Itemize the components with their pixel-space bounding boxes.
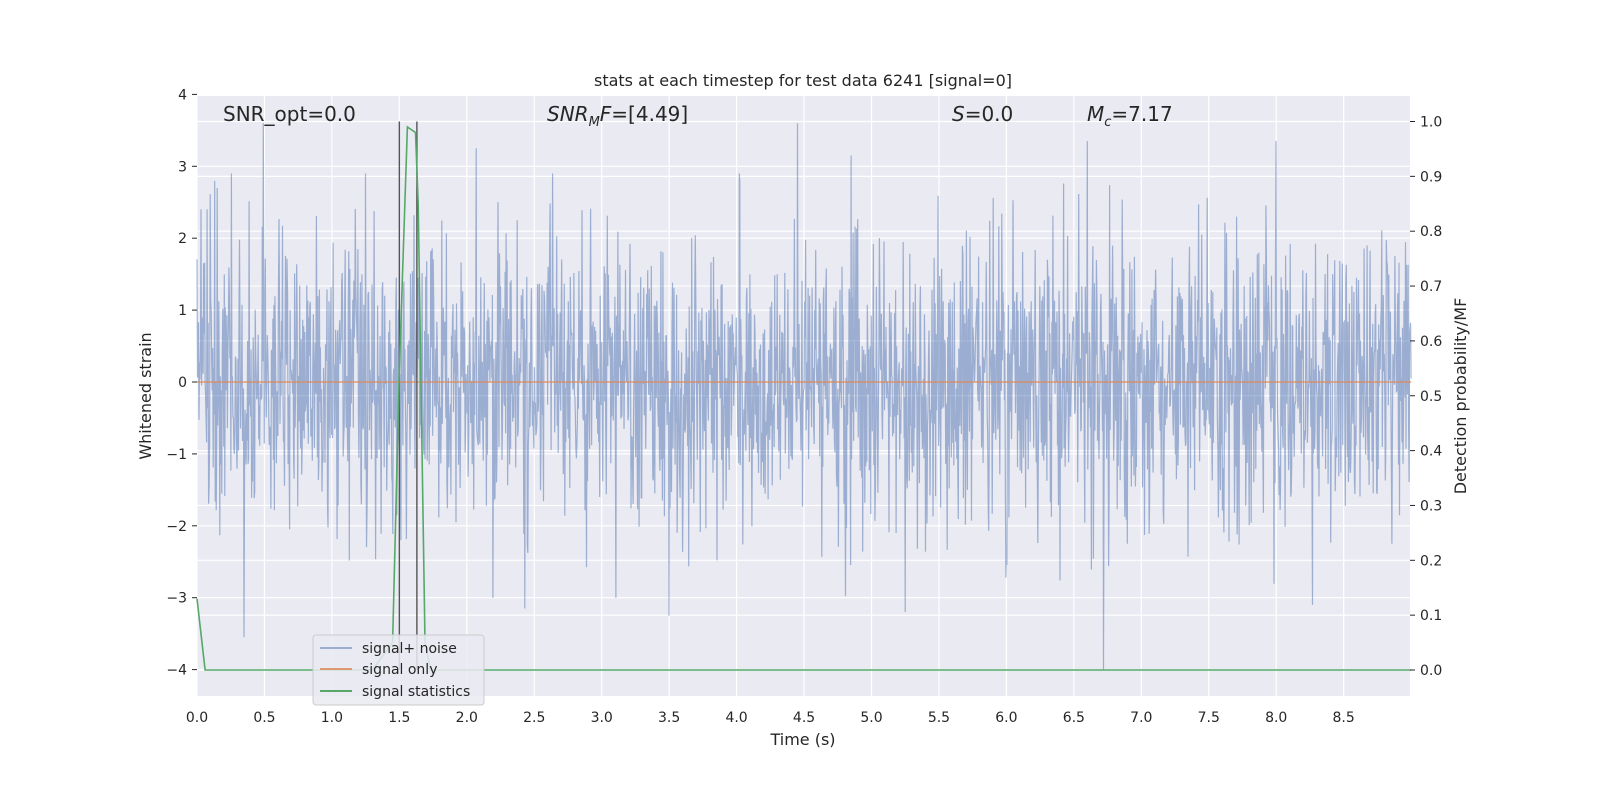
annotation-mc: Mc=7.17 [1087, 102, 1173, 130]
x-tick-label: 5.0 [860, 710, 882, 726]
y2-tick-label: 1.0 [1420, 115, 1442, 131]
y2-tick-label: 0.6 [1420, 334, 1442, 350]
x-tick-label: 3.5 [658, 710, 680, 726]
legend-label-signal-statistics: signal statistics [362, 684, 470, 700]
y2-tick-label: 0.9 [1420, 169, 1442, 185]
x-tick-label: 3.0 [591, 710, 613, 726]
y2-axis-label: Detection probability/MF [1451, 298, 1470, 495]
y-tick-label: −3 [166, 591, 187, 607]
y-tick-label: −4 [166, 663, 187, 679]
x-axis-label: Time (s) [769, 730, 835, 749]
legend: signal+ noise signal only signal statist… [312, 634, 485, 706]
y-tick-label: 3 [178, 159, 187, 175]
annotation-snr-mf: SNRMF=[4.49] [547, 102, 688, 130]
grid [196, 93, 1410, 696]
annotation-snr-mf-value: =[4.49] [611, 102, 688, 126]
x-tick-label: 6.0 [995, 710, 1017, 726]
x-tick-label: 4.0 [725, 710, 747, 726]
x-tick-label: 7.5 [1198, 710, 1220, 726]
x-tick-label: 2.5 [523, 710, 545, 726]
x-tick-label: 6.5 [1063, 710, 1085, 726]
y2-tick-label: 0.7 [1420, 279, 1442, 295]
y-tick-label: 1 [178, 303, 187, 319]
x-tick-label: 0.5 [253, 710, 275, 726]
y2-tick-label: 0.4 [1420, 444, 1442, 460]
y2-tick-label: 0.5 [1420, 389, 1442, 405]
chart-title: stats at each timestep for test data 624… [594, 71, 1012, 90]
x-tick-label: 0.0 [186, 710, 208, 726]
y2-tick-label: 0.2 [1420, 553, 1442, 569]
annotation-s: S=0.0 [952, 102, 1013, 126]
x-tick-label: 7.0 [1130, 710, 1152, 726]
y2-tick-label: 0.0 [1420, 663, 1442, 679]
annotation-mc-value: =7.17 [1111, 102, 1172, 126]
y-tick-label: 4 [178, 87, 187, 103]
x-tick-label: 8.5 [1333, 710, 1355, 726]
y2-tick-label: 0.8 [1420, 224, 1442, 240]
legend-label-signal-noise: signal+ noise [362, 641, 457, 657]
y-tick-label: −1 [166, 447, 187, 463]
x-tick-label: 8.0 [1265, 710, 1287, 726]
y2-tick-label: 0.3 [1420, 498, 1442, 514]
y-tick-label: −2 [166, 519, 187, 535]
x-tick-label: 1.0 [321, 710, 343, 726]
annotation-snr-opt: SNR_opt=0.0 [223, 102, 356, 126]
legend-box [312, 634, 485, 706]
y-tick-label: 0 [178, 375, 187, 391]
annotations: SNR_opt=0.0 SNRMF=[4.49] S=0.0 Mc=7.17 [223, 102, 1173, 130]
legend-label-signal-only: signal only [362, 662, 437, 678]
x-tick-label: 5.5 [928, 710, 950, 726]
annotation-s-value: =0.0 [965, 102, 1014, 126]
x-tick-label: 2.0 [456, 710, 478, 726]
y-axis-label: Whitened strain [136, 332, 155, 459]
ticks-layer: 0.0 0.5 1.0 1.5 2.0 2.5 3.0 3.5 4.0 4.5 5.0 5.5 6.0 6… [166, 87, 1442, 726]
x-tick-label: 1.5 [388, 710, 410, 726]
y2-tick-label: 0.1 [1420, 608, 1442, 624]
y-tick-label: 2 [178, 231, 187, 247]
x-tick-label: 4.5 [793, 710, 815, 726]
